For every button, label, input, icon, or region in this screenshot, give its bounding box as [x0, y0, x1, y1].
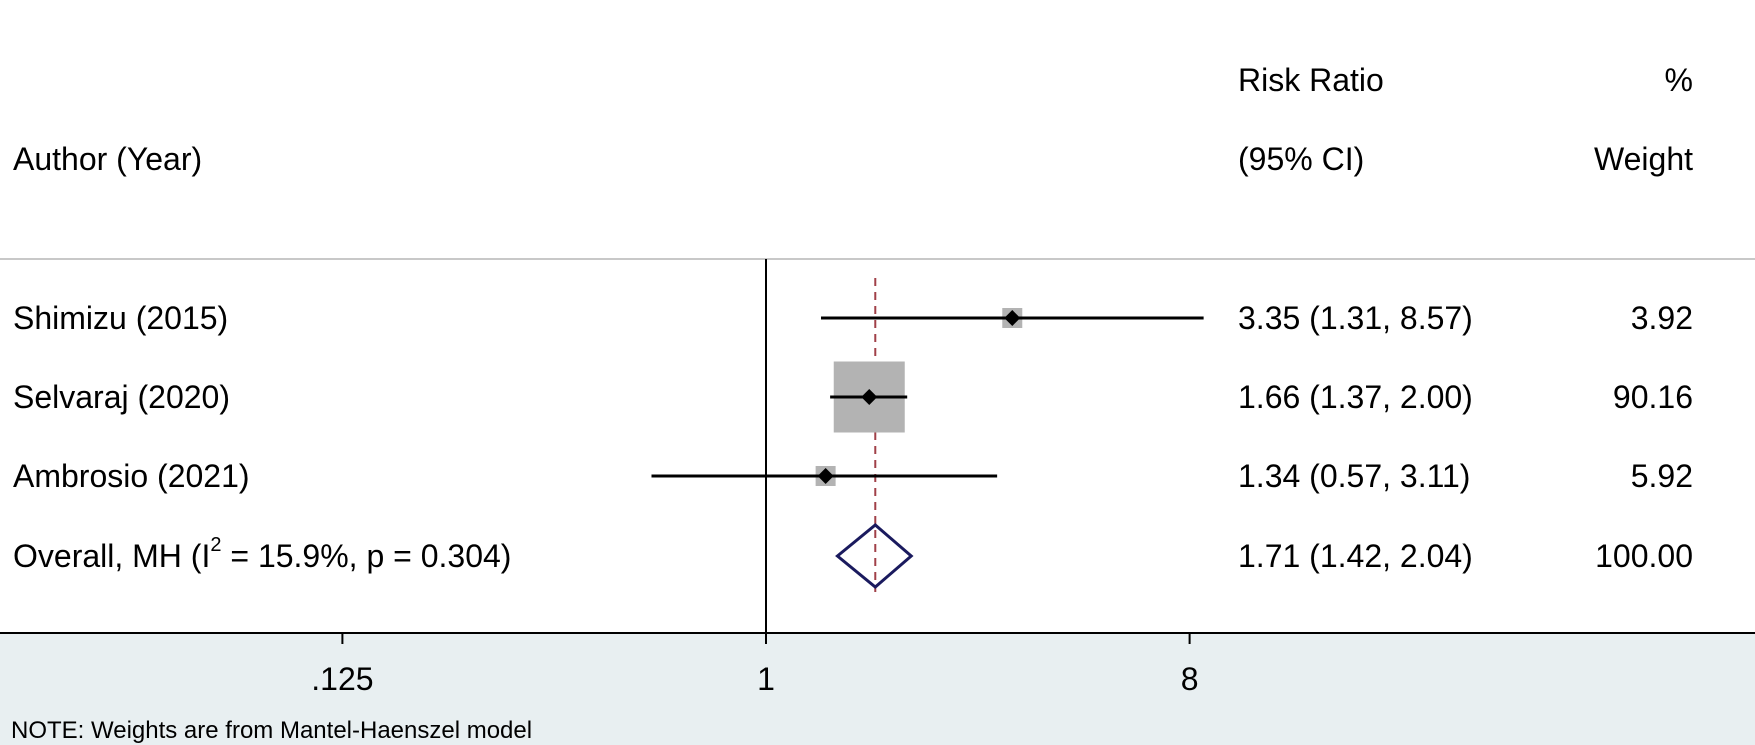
- study-column-header: Author (Year): [13, 141, 202, 177]
- weight-text: 5.92: [1631, 458, 1693, 494]
- weight-column-header-line2: Weight: [1594, 141, 1693, 177]
- ci-text: 1.34 (0.57, 3.11): [1238, 458, 1470, 494]
- weight-text: 90.16: [1613, 379, 1693, 415]
- study-label: Ambrosio (2021): [13, 458, 250, 494]
- overall-ci-text: 1.71 (1.42, 2.04): [1238, 538, 1473, 574]
- study-label: Selvaraj (2020): [13, 379, 230, 415]
- axis-panel: [0, 633, 1755, 745]
- overall-label: Overall, MH (I2 = 15.9%, p = 0.304): [13, 534, 511, 574]
- x-tick-label: 8: [1181, 661, 1199, 697]
- overall-diamond: [835, 523, 914, 589]
- overall-weight-text: 100.00: [1595, 538, 1693, 574]
- effect-column-header-line2: (95% CI): [1238, 141, 1364, 177]
- effect-column-header-line1: Risk Ratio: [1238, 62, 1384, 98]
- model-note: NOTE: Weights are from Mantel-Haenszel m…: [11, 717, 532, 744]
- x-tick-label: .125: [311, 661, 373, 697]
- ci-text: 3.35 (1.31, 8.57): [1238, 300, 1473, 336]
- weight-column-header-line1: %: [1665, 62, 1693, 98]
- point-estimate: [861, 389, 878, 405]
- study-label: Shimizu (2015): [13, 300, 228, 336]
- point-estimate: [817, 468, 834, 484]
- x-tick-label: 1: [757, 661, 775, 697]
- ci-text: 1.66 (1.37, 2.00): [1238, 379, 1473, 415]
- point-estimate: [1004, 310, 1021, 326]
- weight-text: 3.92: [1631, 300, 1693, 336]
